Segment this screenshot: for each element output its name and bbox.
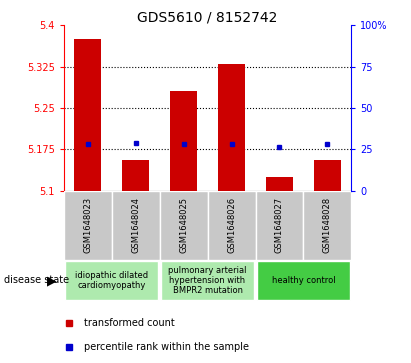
Bar <box>257 261 350 299</box>
Bar <box>122 160 149 191</box>
Bar <box>266 177 293 191</box>
Text: percentile rank within the sample: percentile rank within the sample <box>84 342 249 352</box>
Bar <box>256 191 303 260</box>
Text: transformed count: transformed count <box>84 318 175 328</box>
Bar <box>218 64 245 191</box>
Bar <box>74 39 101 191</box>
Text: ▶: ▶ <box>47 274 57 287</box>
Text: idiopathic dilated
cardiomyopathy: idiopathic dilated cardiomyopathy <box>75 271 148 290</box>
Text: GSM1648023: GSM1648023 <box>83 197 92 253</box>
Title: GDS5610 / 8152742: GDS5610 / 8152742 <box>137 10 278 24</box>
Text: healthy control: healthy control <box>272 276 335 285</box>
Bar <box>65 261 158 299</box>
Bar <box>208 191 256 260</box>
Bar <box>64 191 112 260</box>
Bar <box>171 91 197 191</box>
Bar <box>159 191 208 260</box>
Text: GSM1648026: GSM1648026 <box>227 197 236 253</box>
Bar <box>314 160 341 191</box>
Text: GSM1648025: GSM1648025 <box>179 197 188 253</box>
Bar <box>303 191 351 260</box>
Text: disease state: disease state <box>4 276 69 285</box>
Text: GSM1648027: GSM1648027 <box>275 197 284 253</box>
Bar <box>161 261 254 299</box>
Bar <box>112 191 159 260</box>
Text: GSM1648024: GSM1648024 <box>131 197 140 253</box>
Text: GSM1648028: GSM1648028 <box>323 197 332 253</box>
Text: pulmonary arterial
hypertension with
BMPR2 mutation: pulmonary arterial hypertension with BMP… <box>169 265 247 295</box>
